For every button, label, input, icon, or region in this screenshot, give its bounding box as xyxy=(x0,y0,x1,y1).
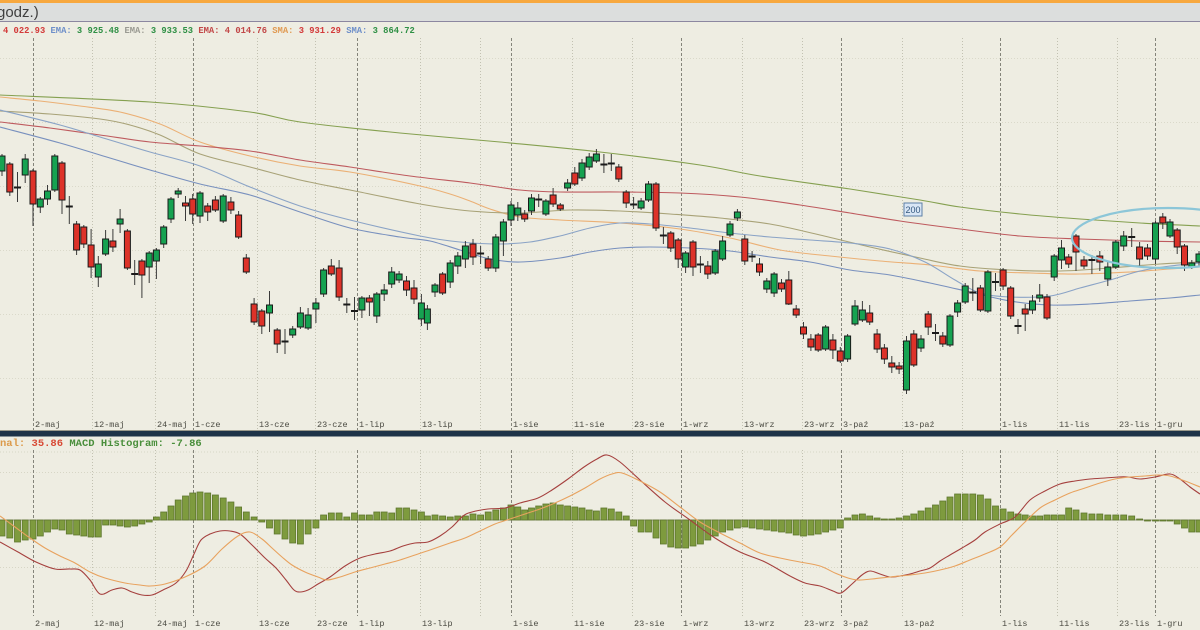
svg-text:13-cze: 13-cze xyxy=(259,420,290,430)
svg-text:1-sie: 1-sie xyxy=(513,619,539,629)
svg-text:12-maj: 12-maj xyxy=(94,619,125,629)
svg-text:1-cze: 1-cze xyxy=(195,619,221,629)
svg-text:11-lis: 11-lis xyxy=(1059,420,1090,430)
svg-text:24-maj: 24-maj xyxy=(157,619,188,629)
svg-text:13-lip: 13-lip xyxy=(422,420,453,430)
svg-text:13-paź: 13-paź xyxy=(904,420,935,430)
svg-text:23-wrz: 23-wrz xyxy=(804,420,835,430)
svg-text:13-wrz: 13-wrz xyxy=(744,420,775,430)
svg-text:11-lis: 11-lis xyxy=(1059,619,1090,629)
svg-text:1-wrz: 1-wrz xyxy=(683,619,709,629)
svg-text:11-sie: 11-sie xyxy=(574,420,605,430)
svg-text:200: 200 xyxy=(905,205,920,215)
svg-text:12-maj: 12-maj xyxy=(94,420,125,430)
svg-text:11-sie: 11-sie xyxy=(574,619,605,629)
svg-text:2-maj: 2-maj xyxy=(35,619,61,629)
svg-text:1-lis: 1-lis xyxy=(1002,420,1028,430)
svg-text:24-maj: 24-maj xyxy=(157,420,188,430)
svg-text:1-gru: 1-gru xyxy=(1157,420,1183,430)
svg-text:23-cze: 23-cze xyxy=(317,619,348,629)
svg-text:23-sie: 23-sie xyxy=(634,420,665,430)
svg-text:1-gru: 1-gru xyxy=(1157,619,1183,629)
svg-text:23-cze: 23-cze xyxy=(317,420,348,430)
svg-text:1-lip: 1-lip xyxy=(359,619,385,629)
svg-text:13-paź: 13-paź xyxy=(904,619,935,629)
svg-text:2-maj: 2-maj xyxy=(35,420,61,430)
svg-text:13-cze: 13-cze xyxy=(259,619,290,629)
svg-text:23-sie: 23-sie xyxy=(634,619,665,629)
svg-text:23-lis: 23-lis xyxy=(1119,619,1150,629)
svg-text:4 022.93 EMA: 3 925.48 EMA: 3: 4 022.93 EMA: 3 925.48 EMA: 3 933.53 EMA… xyxy=(3,26,415,36)
svg-text:nal: 35.86 MACD Histogram: -7.: nal: 35.86 MACD Histogram: -7.86 xyxy=(0,438,202,450)
svg-text:13-lip: 13-lip xyxy=(422,619,453,629)
svg-text:1-lis: 1-lis xyxy=(1002,619,1028,629)
svg-text:1-wrz: 1-wrz xyxy=(683,420,709,430)
svg-text:1-lip: 1-lip xyxy=(359,420,385,430)
svg-text:13-wrz: 13-wrz xyxy=(744,619,775,629)
svg-text:23-lis: 23-lis xyxy=(1119,420,1150,430)
svg-text:3-paź: 3-paź xyxy=(843,619,869,629)
svg-text:3-paź: 3-paź xyxy=(843,420,869,430)
svg-text:1-sie: 1-sie xyxy=(513,420,539,430)
svg-text:1-cze: 1-cze xyxy=(195,420,221,430)
svg-text:23-wrz: 23-wrz xyxy=(804,619,835,629)
